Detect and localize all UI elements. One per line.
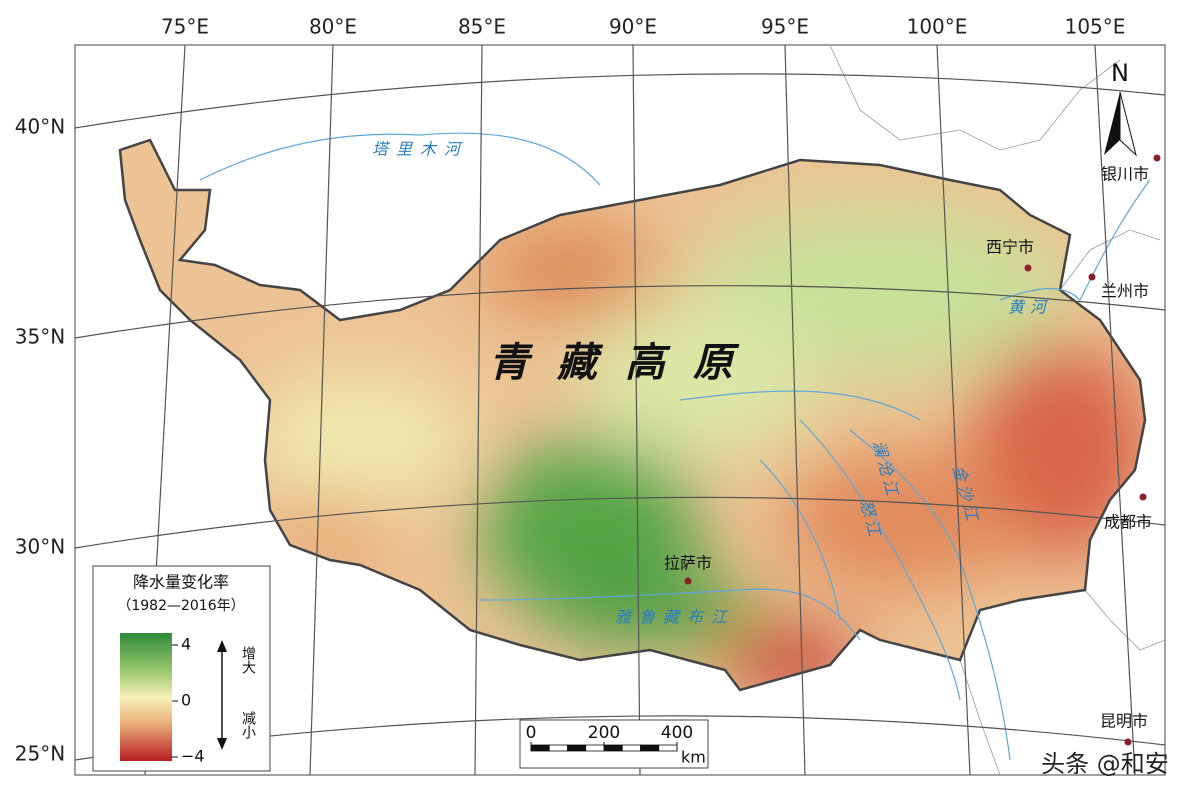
scale-segment — [548, 744, 568, 752]
color-bar — [120, 633, 172, 761]
legend-tick-label: 4 — [181, 635, 191, 654]
region-title: 青藏高原 — [489, 340, 761, 386]
legend: 降水量变化率 （1982—2016年） 增大 减小 4 0 −4 — [92, 565, 271, 772]
legend-decrease: 减小 — [240, 711, 256, 740]
city-label: 成都市 — [1104, 513, 1152, 532]
longitude-label: 75°E — [161, 15, 209, 39]
longitude-label: 100°E — [907, 15, 968, 39]
longitude-label: 105°E — [1065, 15, 1126, 39]
longitude-labels: 75°E 80°E 85°E 90°E 95°E 100°E 105°E — [161, 15, 1125, 39]
river-label: 雅鲁藏布江 — [615, 608, 735, 627]
scale-segment — [640, 744, 660, 752]
scale-tick-label: 200 — [588, 723, 620, 743]
longitude-label: 80°E — [309, 15, 357, 39]
scale-segment — [621, 744, 641, 752]
city-label: 拉萨市 — [664, 554, 712, 573]
longitude-label: 95°E — [761, 15, 809, 39]
legend-tick-label: 0 — [181, 691, 191, 710]
scale-segment — [567, 744, 587, 752]
river-label: 黄河 — [1008, 298, 1052, 317]
legend-increase: 增大 — [240, 646, 256, 674]
longitude-label: 85°E — [458, 15, 506, 39]
latitude-label: 40°N — [15, 115, 65, 139]
scale-unit: km — [681, 748, 706, 767]
legend-title: 降水量变化率 — [133, 573, 229, 592]
scale-segment — [658, 744, 678, 752]
scale-tick-label: 400 — [661, 723, 693, 743]
latitude-label: 35°N — [15, 325, 65, 349]
scale-segment — [603, 744, 623, 752]
city-label: 银川市 — [1101, 165, 1149, 184]
latitude-label: 30°N — [15, 535, 65, 559]
scale-segment — [585, 744, 605, 752]
longitude-label: 90°E — [609, 15, 657, 39]
city-label: 西宁市 — [986, 238, 1034, 257]
watermark: 头条 @和安 — [1041, 750, 1169, 778]
latitude-labels: 40°N 35°N 30°N 25°N — [15, 115, 65, 766]
scale-tick-label: 0 — [526, 723, 537, 743]
north-arrow: N — [1104, 59, 1137, 157]
river-label: 塔里木河 — [372, 140, 468, 159]
scale-segment — [530, 744, 550, 752]
legend-subtitle: （1982—2016年） — [117, 598, 244, 614]
cities: 银川市 西宁市 兰州市 成都市 拉萨市 昆明市 — [664, 154, 1161, 746]
city-label: 昆明市 — [1100, 712, 1148, 731]
legend-tick-label: −4 — [181, 747, 205, 766]
scale-bar: 0 200 400 km — [519, 719, 709, 769]
latitude-label: 25°N — [15, 742, 65, 766]
city-label: 兰州市 — [1101, 282, 1149, 301]
north-label: N — [1111, 59, 1129, 87]
